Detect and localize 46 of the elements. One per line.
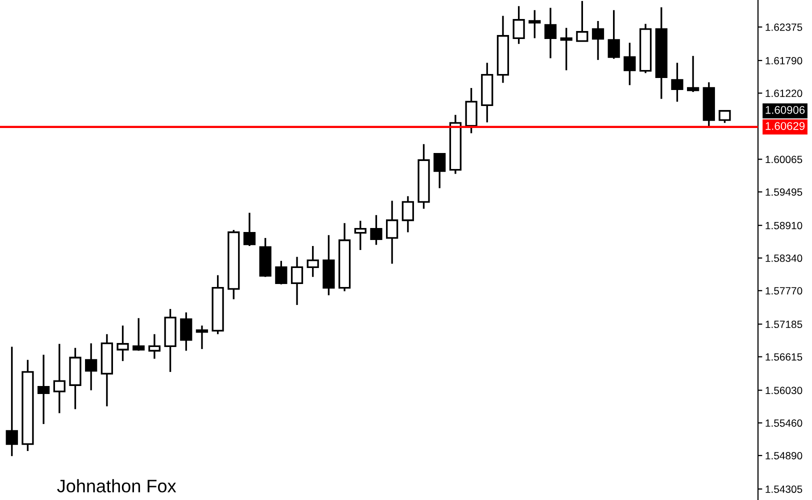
candlestick	[85, 342, 98, 392]
candlestick	[196, 324, 208, 350]
candlestick	[592, 20, 604, 61]
y-tick-label: 1.58910	[766, 222, 802, 230]
candlestick	[434, 152, 446, 190]
candlestick	[576, 0, 588, 42]
candlestick	[53, 343, 66, 414]
y-tick-label: 1.62375	[766, 24, 802, 31]
candlestick	[38, 354, 50, 425]
candlestick	[275, 260, 288, 286]
y-tick-label: 1.61790	[766, 57, 802, 64]
candlestick	[180, 312, 192, 352]
y-tick-label: 1.60065	[766, 156, 802, 164]
y-tick-label: 1.55460	[766, 419, 802, 427]
y-tick-label: 1.58340	[766, 254, 802, 262]
candlestick	[608, 9, 620, 60]
candlestick	[243, 212, 256, 247]
ref-line-label: 1.60629	[766, 122, 805, 130]
y-tick-label: 1.59495	[766, 188, 802, 196]
y-tick-label: 1.61220	[766, 90, 802, 98]
y-tick-label: 1.54305	[766, 486, 802, 493]
candlestick	[528, 9, 541, 40]
candlestick	[402, 195, 414, 234]
y-tick-label: 1.57770	[766, 287, 802, 295]
y-tick-label: 1.54890	[766, 452, 802, 460]
candlestick	[718, 110, 731, 124]
candlestick	[370, 214, 382, 246]
candlestick	[624, 42, 636, 86]
y-tick-label: 1.57185	[766, 320, 802, 328]
candlestick	[386, 200, 398, 265]
candlestick	[544, 7, 557, 60]
candlestick	[560, 27, 572, 72]
annotation: Johnathon Fox	[57, 479, 176, 492]
candlestick	[306, 245, 319, 278]
y-tick-label: 1.56030	[766, 386, 802, 394]
y-tick-label: 1.56615	[766, 353, 802, 361]
candlestick	[116, 324, 129, 362]
candlestick	[686, 55, 700, 93]
candlestick	[354, 220, 366, 251]
candlestick	[6, 346, 18, 457]
text: 1.60906	[766, 106, 805, 114]
candlestick	[132, 317, 145, 352]
candlestick	[671, 62, 684, 103]
candlestick	[290, 256, 304, 306]
candlestick	[512, 5, 525, 45]
candlestick	[148, 333, 161, 360]
